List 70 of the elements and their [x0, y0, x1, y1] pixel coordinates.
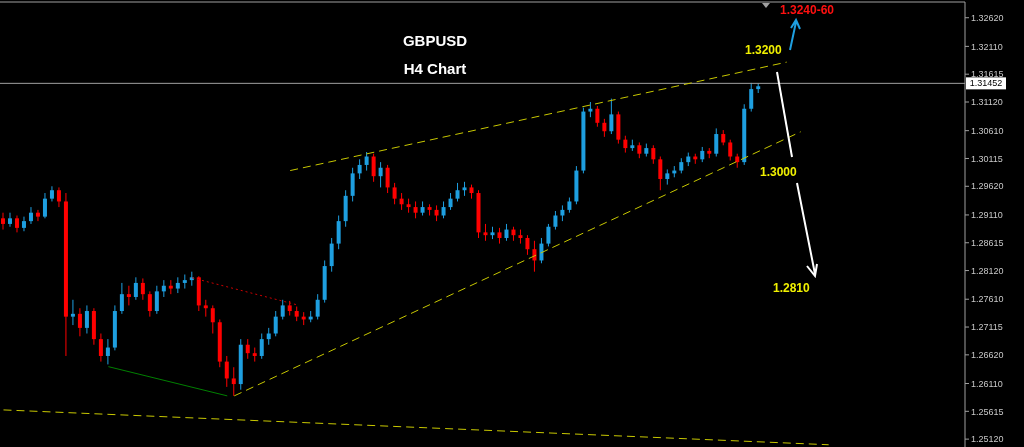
candlestick [378, 161, 383, 188]
candlestick [714, 127, 719, 158]
annotation: 1.3240-60 [780, 3, 835, 17]
candlestick [595, 105, 600, 128]
annotation: 1.3200 [745, 43, 782, 57]
candlestick [357, 158, 362, 180]
y-tick-label: 1.27115 [971, 322, 1003, 333]
y-tick-label: 1.26620 [971, 350, 1004, 361]
y-tick-label: 1.26110 [971, 378, 1003, 389]
y-tick-label: 1.29110 [971, 210, 1003, 221]
candlestick [280, 299, 285, 320]
candlestick [140, 277, 145, 301]
candlestick [651, 144, 656, 165]
candlestick [28, 206, 33, 225]
y-tick-label: 1.25615 [971, 406, 1004, 417]
candlestick [42, 192, 47, 219]
candlestick [84, 304, 89, 334]
candlestick [35, 209, 40, 222]
candlestick [98, 333, 103, 363]
candlestick [553, 210, 558, 231]
candlestick [210, 304, 215, 334]
y-tick-label: 1.28615 [971, 237, 1004, 248]
annotation: 1.2810 [773, 281, 810, 295]
annotation: 1.3000 [760, 165, 797, 179]
y-tick-label: 1.31120 [971, 97, 1003, 108]
candlestick [154, 285, 159, 315]
y-tick-label: 1.30610 [971, 125, 1004, 136]
y-tick-label: 1.32110 [971, 41, 1003, 52]
candlestick [7, 212, 12, 228]
candlestick [224, 355, 229, 388]
candlestick [21, 216, 26, 232]
candlestick [455, 182, 460, 202]
y-tick-label: 1.28120 [971, 265, 1004, 276]
candlestick [70, 299, 75, 326]
candlestick [364, 151, 369, 172]
y-tick-label: 1.32620 [971, 12, 1004, 23]
text: GBPUSD [401, 32, 469, 49]
ref-line-label: 1.31452 [969, 78, 1003, 89]
candlestick [728, 139, 733, 161]
candlestick [336, 215, 341, 250]
text: H4 Chart [402, 60, 468, 77]
candlestick [126, 285, 131, 306]
candlestick [77, 307, 82, 337]
candlestick [105, 338, 110, 365]
candlestick [371, 153, 376, 183]
candlestick [525, 234, 530, 256]
candlestick [609, 98, 614, 135]
y-tick-label: 1.27610 [971, 294, 1004, 305]
candlestick [119, 282, 124, 315]
candlestick [350, 167, 355, 202]
y-tick-label: 1.31615 [971, 69, 1004, 80]
y-tick-label: 1.30115 [971, 153, 1003, 164]
candlestick [546, 223, 551, 247]
candlestick [1, 212, 5, 231]
candlestick [392, 182, 397, 205]
candlestick [231, 366, 236, 397]
y-tick-label: 1.29620 [971, 181, 1004, 192]
candlestick [329, 237, 334, 273]
candlestick [385, 164, 390, 194]
candlestick [658, 156, 663, 191]
candlestick [245, 338, 250, 360]
candlestick [133, 276, 138, 301]
candlestick [273, 310, 278, 337]
candlestick [259, 333, 264, 360]
candlestick [56, 186, 61, 208]
candlestick [539, 237, 544, 264]
y-tick-label: 1.25120 [971, 434, 1004, 445]
candlestick [315, 293, 320, 320]
candlestick [749, 82, 754, 113]
candlestick [147, 290, 152, 318]
